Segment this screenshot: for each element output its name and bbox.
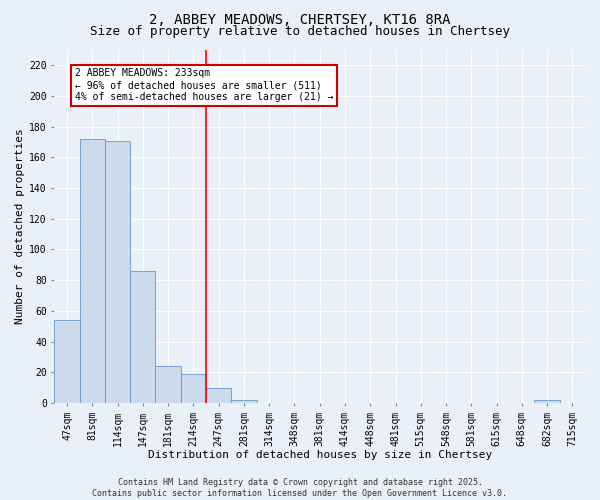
Y-axis label: Number of detached properties: Number of detached properties <box>15 128 25 324</box>
Text: 2, ABBEY MEADOWS, CHERTSEY, KT16 8RA: 2, ABBEY MEADOWS, CHERTSEY, KT16 8RA <box>149 12 451 26</box>
Text: 2 ABBEY MEADOWS: 233sqm
← 96% of detached houses are smaller (511)
4% of semi-de: 2 ABBEY MEADOWS: 233sqm ← 96% of detache… <box>74 68 333 102</box>
Bar <box>155 366 181 403</box>
Bar <box>105 140 130 403</box>
Bar <box>206 388 231 403</box>
X-axis label: Distribution of detached houses by size in Chertsey: Distribution of detached houses by size … <box>148 450 492 460</box>
Bar <box>181 374 206 403</box>
Bar <box>80 139 105 403</box>
Text: Size of property relative to detached houses in Chertsey: Size of property relative to detached ho… <box>90 25 510 38</box>
Bar <box>55 320 80 403</box>
Text: Contains HM Land Registry data © Crown copyright and database right 2025.
Contai: Contains HM Land Registry data © Crown c… <box>92 478 508 498</box>
Bar <box>535 400 560 403</box>
Bar <box>231 400 257 403</box>
Bar <box>130 271 155 403</box>
